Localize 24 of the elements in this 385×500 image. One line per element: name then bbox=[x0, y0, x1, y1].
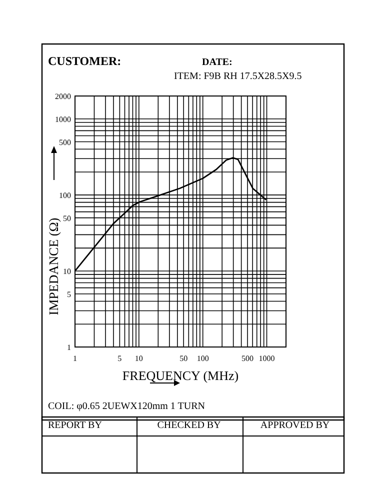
text: CUSTOMER: bbox=[48, 54, 122, 68]
y-tick-label: 100 bbox=[59, 190, 71, 200]
y-tick-label: 500 bbox=[59, 138, 71, 147]
x-tick-label: 5 bbox=[118, 354, 122, 363]
x-tick-label: 1000 bbox=[258, 354, 275, 363]
text: REPORT BY bbox=[48, 420, 102, 431]
y-tick-label: 1000 bbox=[55, 114, 71, 124]
y-tick-label: 5 bbox=[67, 290, 71, 299]
x-axis-title: FREQUENCY (MHz) bbox=[122, 368, 239, 383]
x-tick-label: 10 bbox=[134, 354, 143, 363]
y-tick-label: 1 bbox=[67, 343, 71, 352]
y-tick-label: 2000 bbox=[55, 92, 71, 101]
text: ITEM: F9B RH 17.5X28.5X9.5 bbox=[174, 71, 302, 82]
x-tick-label: 500 bbox=[242, 354, 254, 363]
x-tick-label: 50 bbox=[180, 354, 188, 363]
x-tick-label: 1 bbox=[73, 354, 77, 363]
text: DATE: bbox=[202, 57, 232, 68]
y-axis-title: IMPEDANCE (Ω) bbox=[46, 218, 61, 316]
text: COIL: φ0.65 2UEWX120mm 1 TURN bbox=[48, 401, 205, 412]
text: CHECKED BY bbox=[157, 420, 221, 431]
text: APPROVED BY bbox=[260, 420, 330, 431]
y-tick-label: 10 bbox=[63, 266, 71, 276]
y-tick-label: 50 bbox=[63, 214, 71, 223]
x-tick-label: 100 bbox=[196, 354, 209, 363]
